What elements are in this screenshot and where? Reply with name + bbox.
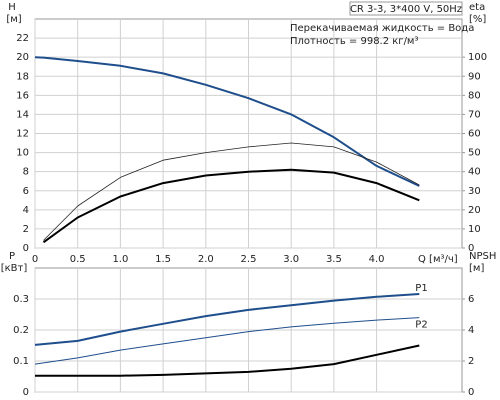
x-tick-label: 4.0 [369, 254, 385, 265]
title-box [349, 1, 463, 16]
y2-axis-label: eta [469, 2, 485, 13]
x-tick-label: 0 [32, 254, 38, 265]
x-tick-label: 0.5 [70, 254, 86, 265]
y-tick-label: 20 [16, 52, 29, 63]
y-axis-label: H [8, 2, 16, 13]
y2-tick-label: 4 [468, 325, 474, 336]
y2-tick-label: 2 [468, 356, 474, 367]
y-tick-label: 0 [23, 243, 29, 254]
y2-tick-label: 80 [468, 90, 481, 101]
y2-tick-label: 0 [468, 387, 474, 398]
y-axis-unit: [кВт] [1, 263, 28, 274]
y2-tick-label: 6 [468, 294, 474, 305]
y2-tick-label: 60 [468, 129, 481, 140]
y-tick-label: 0 [23, 387, 29, 398]
y2-tick-label: 10 [468, 224, 481, 235]
curve [35, 344, 420, 377]
y2-tick-label: 50 [468, 148, 481, 159]
curve [43, 142, 420, 241]
y-tick-label: 0.1 [13, 356, 29, 367]
y2-tick-label: 90 [468, 71, 481, 82]
x-axis-label: Q [м³/ч] [418, 254, 458, 265]
y2-tick-label: 70 [468, 109, 481, 120]
y2-tick-label: 100 [468, 52, 487, 63]
y-tick-label: 2 [23, 224, 29, 235]
annotation: Плотность = 998.2 кг/м³ [290, 36, 419, 47]
y2-tick-label: 20 [468, 205, 481, 216]
y2-tick-label: 30 [468, 186, 481, 197]
y-tick-label: 0.3 [13, 294, 29, 305]
x-tick-label: 2.5 [241, 254, 257, 265]
y-tick-label: 14 [16, 109, 29, 120]
y-tick-label: 8 [23, 167, 29, 178]
series-label: P1 [415, 283, 427, 294]
y-tick-label: 10 [16, 148, 29, 159]
y-tick-label: 4 [23, 205, 29, 216]
curve [34, 317, 420, 365]
y-tick-label: 12 [16, 129, 29, 140]
y-tick-label: 16 [16, 90, 29, 101]
annotation: Перекачиваемая жидкость = Вода [290, 23, 474, 34]
x-tick-label: 2.0 [198, 254, 214, 265]
y2-tick-label: 40 [468, 167, 481, 178]
curve [42, 168, 420, 244]
x-tick-label: 1.5 [155, 254, 171, 265]
y2-axis-unit: [м] [469, 263, 484, 274]
y2-axis-label: NPSH [469, 251, 496, 262]
y-axis-unit: [м] [6, 14, 21, 25]
y-tick-label: 6 [23, 186, 29, 197]
y-tick-label: 18 [16, 71, 29, 82]
y-tick-label: 0.2 [13, 325, 29, 336]
y-tick-label: 22 [16, 33, 29, 44]
series-label: P2 [415, 320, 427, 331]
curve [34, 293, 420, 346]
chart-title: CR 3-3, 3*400 V, 50Hz [350, 4, 462, 15]
x-tick-label: 1.0 [112, 254, 128, 265]
x-tick-label: 3.5 [326, 254, 342, 265]
curve [34, 56, 420, 187]
x-tick-label: 3.0 [283, 254, 299, 265]
y2-axis-unit: [%] [469, 14, 486, 25]
y2-tick-label: 0 [468, 243, 474, 254]
y-axis-label: P [9, 251, 15, 262]
